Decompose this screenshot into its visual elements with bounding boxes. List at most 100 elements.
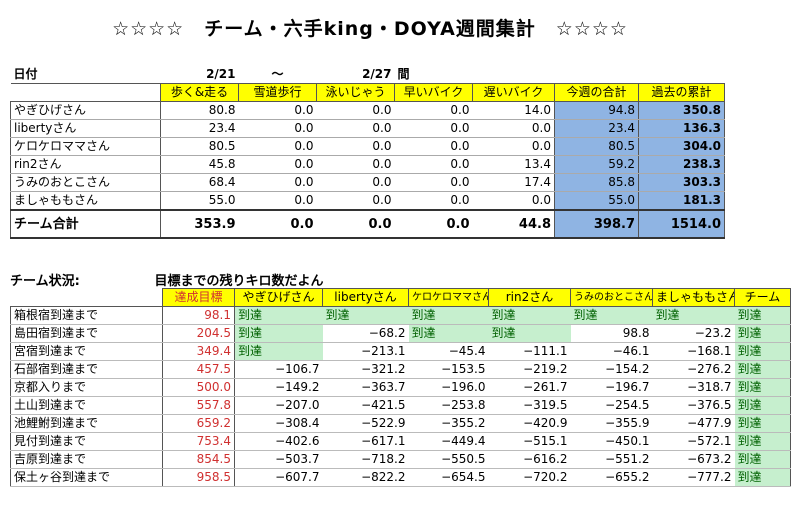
activity-value: 23.4	[160, 119, 239, 138]
milestone-name: 土山到達まで	[10, 396, 163, 415]
past-total: 238.3	[638, 155, 725, 174]
week-header: 過去の累計	[638, 83, 725, 102]
date-to: 2/27	[362, 67, 392, 81]
past-total: 136.3	[638, 119, 725, 138]
milestone-target: 98.1	[162, 306, 235, 325]
week-total: 80.5	[554, 137, 639, 156]
remaining-cell: −253.8	[408, 396, 489, 415]
activity-value: 0.0	[394, 101, 473, 120]
activity-value: 0.0	[238, 101, 317, 120]
week-total: 94.8	[554, 101, 639, 120]
member-name: やぎひげさん	[10, 101, 161, 120]
past-total: 303.3	[638, 173, 725, 192]
milestone-row: 池鯉鮒到達まで 659.2 −308.4 −522.9 −355.2 −420.9 −355…	[10, 414, 791, 433]
status-subheading: 目標までの残りキロ数だよん	[154, 274, 324, 289]
activity-value: 0.0	[316, 119, 395, 138]
milestone-target: 659.2	[162, 414, 235, 433]
remaining-cell: −655.2	[570, 468, 653, 487]
activity-value: 0.0	[238, 119, 317, 138]
milestone-target: 457.5	[162, 360, 235, 379]
week-total: 59.2	[554, 155, 639, 174]
remaining-cell: −477.9	[652, 414, 735, 433]
status-heading-block: チーム状況: 目標までの残りキロ数だよん	[10, 270, 324, 289]
week-header: 遅いバイク	[472, 83, 555, 102]
milestone-name: 保土ヶ谷到達まで	[10, 468, 163, 487]
reached-cell: 到達	[734, 378, 791, 397]
activity-value: 45.8	[160, 155, 239, 174]
remaining-cell: −503.7	[234, 450, 323, 469]
activity-value: 80.5	[160, 137, 239, 156]
milestone-name: 島田宿到達まで	[10, 324, 163, 343]
reached-cell: 到達	[652, 306, 735, 325]
remaining-cell: −213.1	[322, 342, 409, 361]
weekly-summary-table: 日付 2/21 ～ 2/27 間 歩く&走る 雪道歩行 泳いじゃう 早いバイク …	[10, 66, 725, 239]
remaining-cell: −654.5	[408, 468, 489, 487]
milestone-name: 見付到達まで	[10, 432, 163, 451]
activity-value: 0.0	[394, 191, 473, 211]
activity-value: 14.0	[472, 101, 555, 120]
remaining-cell: −450.1	[570, 432, 653, 451]
member-name: ましゃももさん	[10, 191, 161, 211]
milestone-target: 753.4	[162, 432, 235, 451]
member-name: うみのおとこさん	[10, 173, 161, 192]
status-heading: チーム状況:	[10, 274, 80, 289]
status-header: ましゃももさん	[652, 288, 735, 307]
remaining-cell: −449.4	[408, 432, 489, 451]
total-value: 353.9	[160, 209, 239, 239]
date-label: 日付	[10, 66, 161, 84]
status-table: 達成目標 やぎひげさん libertyさん ケロケロママさん rin2さん うみ…	[10, 288, 791, 487]
activity-value: 68.4	[160, 173, 239, 192]
remaining-cell: −276.2	[652, 360, 735, 379]
activity-value: 13.4	[472, 155, 555, 174]
member-row: やぎひげさん 80.8 0.0 0.0 0.0 14.0 94.8 350.8	[10, 101, 725, 120]
activity-value: 0.0	[316, 137, 395, 156]
week-header: 今週の合計	[554, 83, 639, 102]
milestone-name: 石部宿到達まで	[10, 360, 163, 379]
reached-cell: 到達	[488, 324, 571, 343]
member-row: うみのおとこさん 68.4 0.0 0.0 0.0 17.4 85.8 303.3	[10, 173, 725, 192]
remaining-cell: −46.1	[570, 342, 653, 361]
milestone-row: 見付到達まで 753.4 −402.6 −617.1 −449.4 −515.1 −450.…	[10, 432, 791, 451]
reached-cell: 到達	[734, 450, 791, 469]
total-value: 0.0	[238, 209, 317, 239]
status-header: やぎひげさん	[234, 288, 323, 307]
status-header: ケロケロママさん	[408, 288, 489, 307]
milestone-row: 京都入りまで 500.0 −149.2 −363.7 −196.0 −261.7 −196.…	[10, 378, 791, 397]
activity-value: 17.4	[472, 173, 555, 192]
activity-value: 0.0	[238, 155, 317, 174]
remaining-cell: −376.5	[652, 396, 735, 415]
activity-value: 0.0	[394, 137, 473, 156]
week-header: 雪道歩行	[238, 83, 317, 102]
activity-value: 0.0	[472, 137, 555, 156]
remaining-cell: −154.2	[570, 360, 653, 379]
member-row: libertyさん 23.4 0.0 0.0 0.0 0.0 23.4 136.3	[10, 119, 725, 138]
milestone-name: 京都入りまで	[10, 378, 163, 397]
milestone-target: 500.0	[162, 378, 235, 397]
activity-value: 80.8	[160, 101, 239, 120]
remaining-cell: −355.2	[408, 414, 489, 433]
remaining-cell: −617.1	[322, 432, 409, 451]
remaining-cell: −111.1	[488, 342, 571, 361]
remaining-cell: −515.1	[488, 432, 571, 451]
remaining-cell: −363.7	[322, 378, 409, 397]
past-total: 304.0	[638, 137, 725, 156]
total-value: 0.0	[394, 209, 473, 239]
milestone-row: 保土ヶ谷到達まで 958.5 −607.7 −822.2 −654.5 −720.2 −65…	[10, 468, 791, 487]
activity-value: 0.0	[472, 119, 555, 138]
activity-value: 0.0	[394, 119, 473, 138]
date-row: 日付 2/21 ～ 2/27 間	[10, 66, 725, 84]
reached-cell: 到達	[734, 396, 791, 415]
remaining-cell: −420.9	[488, 414, 571, 433]
remaining-cell: −308.4	[234, 414, 323, 433]
remaining-cell: −673.2	[652, 450, 735, 469]
remaining-cell: −550.5	[408, 450, 489, 469]
activity-value: 0.0	[394, 155, 473, 174]
status-header: rin2さん	[488, 288, 571, 307]
remaining-cell: −261.7	[488, 378, 571, 397]
member-row: ましゃももさん 55.0 0.0 0.0 0.0 0.0 55.0 181.3	[10, 191, 725, 211]
reached-cell: 到達	[322, 306, 409, 325]
reached-cell: 到達	[734, 432, 791, 451]
milestone-target: 958.5	[162, 468, 235, 487]
milestone-target: 854.5	[162, 450, 235, 469]
remaining-cell: −607.7	[234, 468, 323, 487]
